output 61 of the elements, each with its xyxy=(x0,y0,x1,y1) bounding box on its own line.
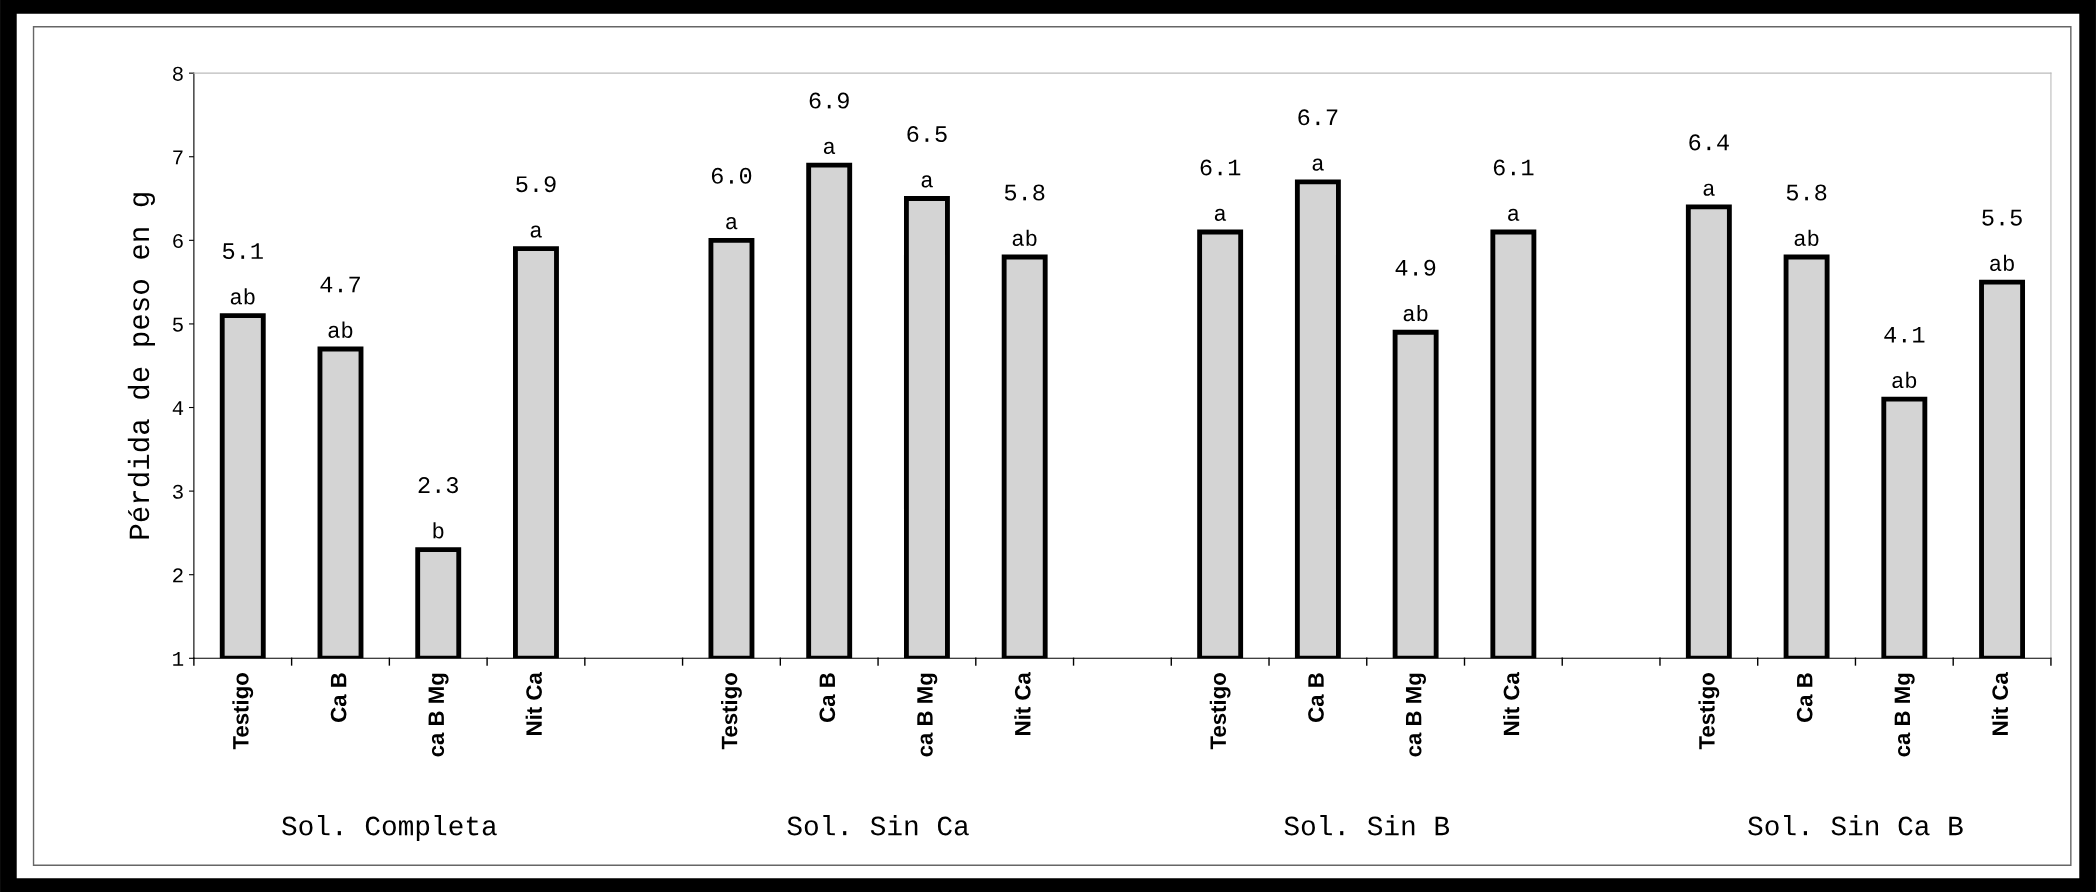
text: Sol. Sin Ca B xyxy=(1748,815,1963,836)
y-tick-label: 3 xyxy=(172,484,183,499)
x-tick-label: Testigo xyxy=(1209,673,1231,750)
x-tick-label: Ca B xyxy=(330,673,347,722)
x-tick-label: ca B Mg xyxy=(1894,673,1915,757)
x-tick-label: Nit Ca xyxy=(525,672,542,735)
y-axis-title: Pérdida de peso en g xyxy=(127,193,155,539)
x-tick-label: ca B Mg xyxy=(917,673,938,757)
data-label: 5.9 xyxy=(516,176,556,193)
data-label: 6.5 xyxy=(907,126,947,143)
data-label: 5.5 xyxy=(1982,209,2022,226)
annotation: ab xyxy=(230,288,255,305)
y-tick-label: 1 xyxy=(173,652,184,666)
annotation: a xyxy=(530,225,542,238)
y-tick-label: 8 xyxy=(173,66,183,81)
annotation: a xyxy=(1508,208,1520,221)
x-tick-label: Testigo xyxy=(1698,673,1720,750)
x-tick-label: Ca B xyxy=(1796,673,1813,722)
annotation: a xyxy=(1703,183,1715,196)
data-label: 4.9 xyxy=(1395,259,1436,276)
annotation: a xyxy=(726,217,738,230)
data-label: 6.7 xyxy=(1298,109,1338,126)
data-label: 6.1 xyxy=(1200,159,1241,176)
data-label: 4.1 xyxy=(1884,326,1925,343)
annotation: ab xyxy=(1403,304,1428,322)
data-label: 6.0 xyxy=(711,167,752,184)
data-label: 5.8 xyxy=(1004,184,1045,201)
annotation: ab xyxy=(328,321,353,338)
data-label: 6.9 xyxy=(809,92,849,109)
annotation: ab xyxy=(1892,371,1917,389)
annotation: ab xyxy=(1012,229,1037,246)
text: Sol. Completa xyxy=(282,815,497,841)
text: Sol. Sin B xyxy=(1284,815,1450,836)
x-tick-label: ca B Mg xyxy=(428,673,449,757)
x-tick-label: Ca B xyxy=(1308,673,1324,722)
data-label: 6.1 xyxy=(1493,159,1534,176)
data-label: 5.8 xyxy=(1786,184,1827,201)
annotation: ab xyxy=(1794,229,1819,246)
annotation: a xyxy=(1312,158,1324,171)
data-label: 2.3 xyxy=(418,477,458,494)
y-tick-label: 6 xyxy=(173,233,183,249)
x-tick-label: Testigo xyxy=(721,673,742,750)
annotation: ab xyxy=(1990,254,2014,272)
data-label: 4.7 xyxy=(320,276,360,293)
x-tick-label: Testigo xyxy=(232,673,254,750)
annotation: a xyxy=(823,141,836,155)
y-tick-label: 2 xyxy=(173,568,183,583)
annotation: b xyxy=(433,522,444,539)
x-tick-label: Nit Ca xyxy=(1014,672,1031,735)
x-tick-label: Nit Ca xyxy=(1991,672,2009,735)
annotation: a xyxy=(921,175,933,188)
y-tick-label: 7 xyxy=(173,150,183,165)
text: Sol. Sin Ca xyxy=(787,815,969,836)
data-label: 6.4 xyxy=(1689,134,1729,151)
x-tick-label: Ca B xyxy=(819,673,836,722)
x-tick-label: ca B Mg xyxy=(1405,673,1426,757)
annotation: a xyxy=(1214,208,1227,221)
x-tick-label: Nit Ca xyxy=(1503,672,1520,735)
data-label: 5.1 xyxy=(222,243,263,260)
y-tick-label: 5 xyxy=(172,317,183,332)
y-tick-label: 4 xyxy=(172,401,184,416)
